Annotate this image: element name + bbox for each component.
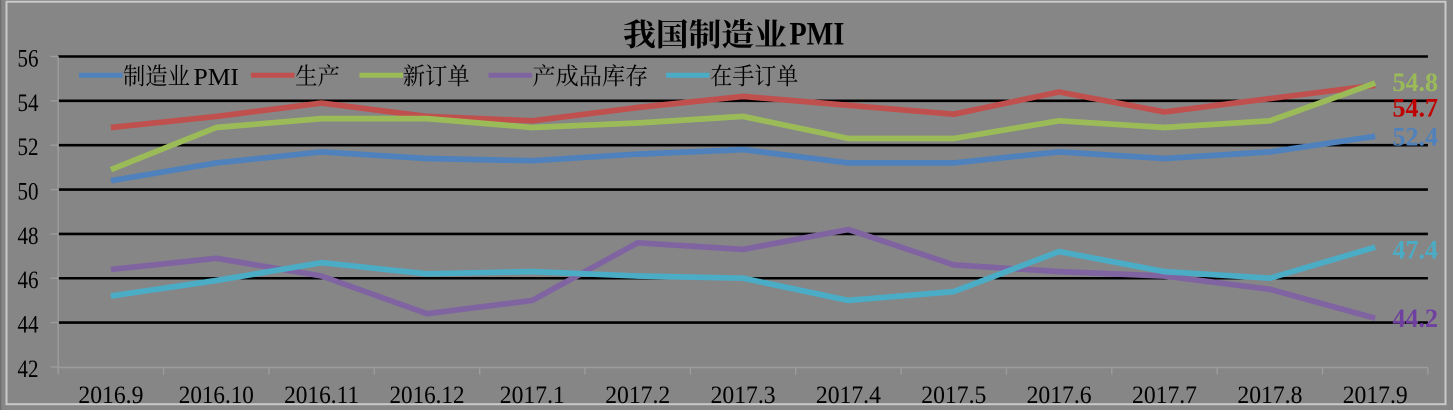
- svg-text:54.8: 54.8: [1393, 68, 1439, 97]
- svg-text:54: 54: [18, 90, 39, 117]
- svg-text:54.7: 54.7: [1393, 93, 1439, 122]
- svg-text:2016.11: 2016.11: [284, 382, 359, 409]
- svg-text:2017.5: 2017.5: [921, 382, 986, 409]
- svg-text:47.4: 47.4: [1393, 236, 1439, 265]
- svg-text:2016.10: 2016.10: [179, 382, 254, 409]
- svg-text:44: 44: [18, 312, 39, 339]
- svg-text:48: 48: [18, 223, 39, 250]
- svg-text:2017.6: 2017.6: [1027, 382, 1092, 409]
- svg-text:2016.9: 2016.9: [78, 382, 143, 409]
- svg-text:2017.3: 2017.3: [711, 382, 776, 409]
- svg-text:56: 56: [18, 45, 39, 72]
- svg-text:2017.4: 2017.4: [816, 382, 881, 409]
- svg-text:2017.1: 2017.1: [500, 382, 565, 409]
- svg-text:52.4: 52.4: [1393, 123, 1439, 152]
- svg-text:2017.7: 2017.7: [1132, 382, 1197, 409]
- svg-text:2017.2: 2017.2: [605, 382, 670, 409]
- svg-text:50: 50: [18, 179, 39, 206]
- svg-text:44.2: 44.2: [1393, 304, 1439, 333]
- svg-text:2017.8: 2017.8: [1237, 382, 1302, 409]
- svg-text:52: 52: [18, 134, 39, 161]
- svg-text:46: 46: [18, 267, 39, 294]
- svg-text:2016.12: 2016.12: [390, 382, 465, 409]
- svg-text:42: 42: [18, 356, 39, 383]
- svg-text:2017.9: 2017.9: [1343, 382, 1408, 409]
- svg-text:PMI: PMI: [789, 17, 844, 53]
- svg-text:PMI: PMI: [194, 64, 239, 91]
